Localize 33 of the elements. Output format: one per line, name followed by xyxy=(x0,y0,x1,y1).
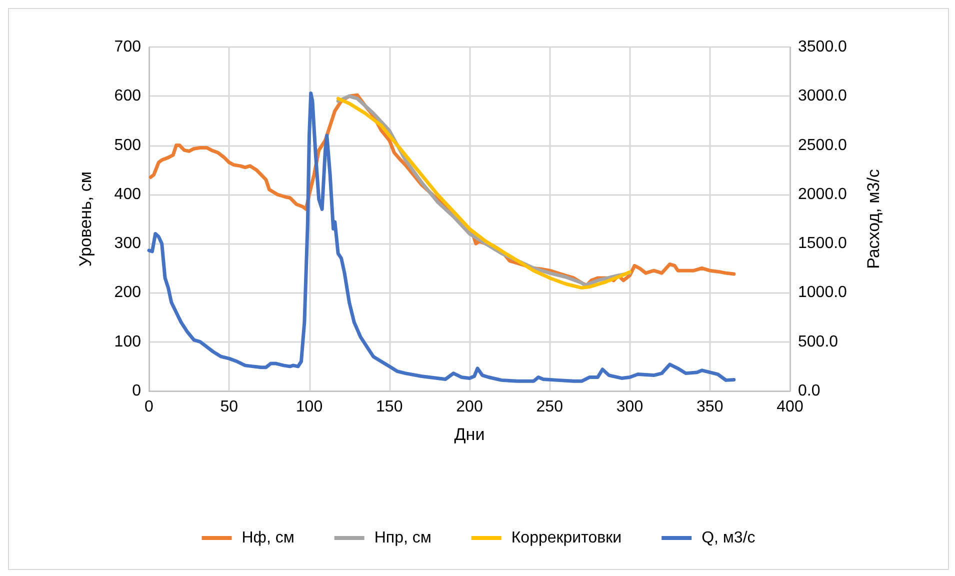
y2-tick-label: 0.0 xyxy=(798,382,820,400)
x-tick-label: 50 xyxy=(220,398,238,416)
y-tick-label: 300 xyxy=(114,235,142,252)
x-tick-label: 150 xyxy=(376,398,403,416)
y2-tick-label: 3000.0 xyxy=(798,88,848,105)
legend-label: Q, м3/с xyxy=(702,530,756,546)
y2-tick-label: 500.0 xyxy=(798,333,838,350)
x-tick-label: 300 xyxy=(616,398,644,416)
y2-tick-label: 3500.0 xyxy=(798,38,848,56)
y2-tick-label: 1000.0 xyxy=(798,284,848,302)
x-axis-title: Дни xyxy=(454,425,485,444)
legend-label: Нпр, см xyxy=(374,530,432,546)
y-tick-label: 500 xyxy=(114,136,142,154)
y2-tick-label: 2000.0 xyxy=(798,186,848,203)
x-tick-label: 200 xyxy=(456,398,483,416)
y2-tick-label: 1500.0 xyxy=(798,235,848,252)
y-tick-label: 400 xyxy=(114,186,142,203)
x-tick-label: 350 xyxy=(696,398,724,416)
y-tick-label: 0 xyxy=(132,382,142,400)
line-series xyxy=(147,91,736,383)
x-tick-label: 0 xyxy=(144,398,154,416)
x-tick-label: 400 xyxy=(776,398,804,416)
y2-tick-label: 2500.0 xyxy=(798,136,848,154)
y-axis-title: Уровень, см xyxy=(76,171,95,267)
y-tick-label: 200 xyxy=(114,284,142,302)
y-tick-label: 700 xyxy=(114,38,142,56)
y-tick-label: 100 xyxy=(114,333,142,350)
y2-axis-title: Расход, м3/с xyxy=(864,168,883,269)
legend-label: Коррекритовки xyxy=(511,530,622,546)
legend-label: Нф, см xyxy=(242,530,294,546)
x-tick-label: 100 xyxy=(296,398,323,416)
y-tick-label: 600 xyxy=(114,88,142,105)
x-tick-label: 250 xyxy=(536,398,564,416)
